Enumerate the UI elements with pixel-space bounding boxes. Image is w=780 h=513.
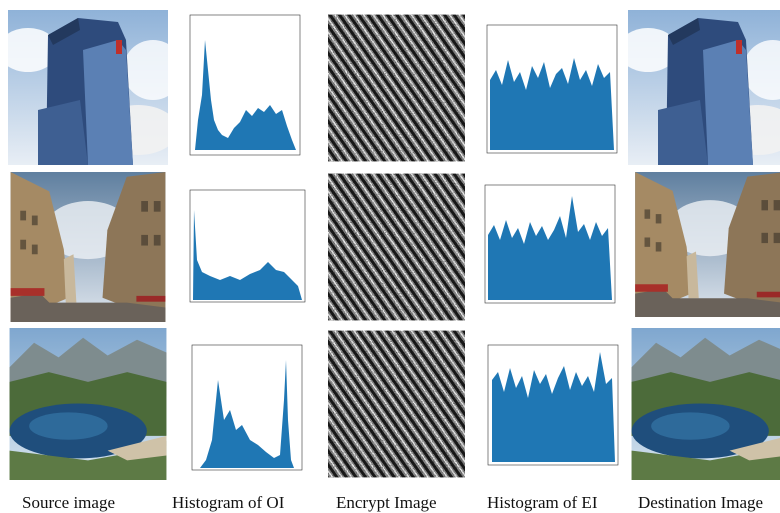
caption: Encrypt Image <box>336 493 437 513</box>
source-photo <box>11 172 166 322</box>
cipher-image <box>328 331 465 478</box>
figure-grid <box>0 0 780 490</box>
histograms-encrypted <box>485 25 618 465</box>
destination-photo <box>632 328 780 480</box>
source-images <box>0 10 183 480</box>
cipher-image <box>328 15 465 162</box>
encrypted-images <box>328 15 465 478</box>
caption: Source image <box>22 493 115 513</box>
histograms-original <box>190 15 305 470</box>
caption: Histogram of EI <box>487 493 597 513</box>
destination-images <box>618 10 780 480</box>
cipher-image <box>328 174 465 321</box>
source-photo <box>0 10 183 165</box>
caption: Destination Image <box>638 493 763 513</box>
destination-photo <box>635 172 780 317</box>
figure: Source image Histogram of OI Encrypt Ima… <box>0 0 780 513</box>
source-photo <box>10 328 167 480</box>
destination-photo <box>618 10 780 165</box>
caption: Histogram of OI <box>172 493 284 513</box>
